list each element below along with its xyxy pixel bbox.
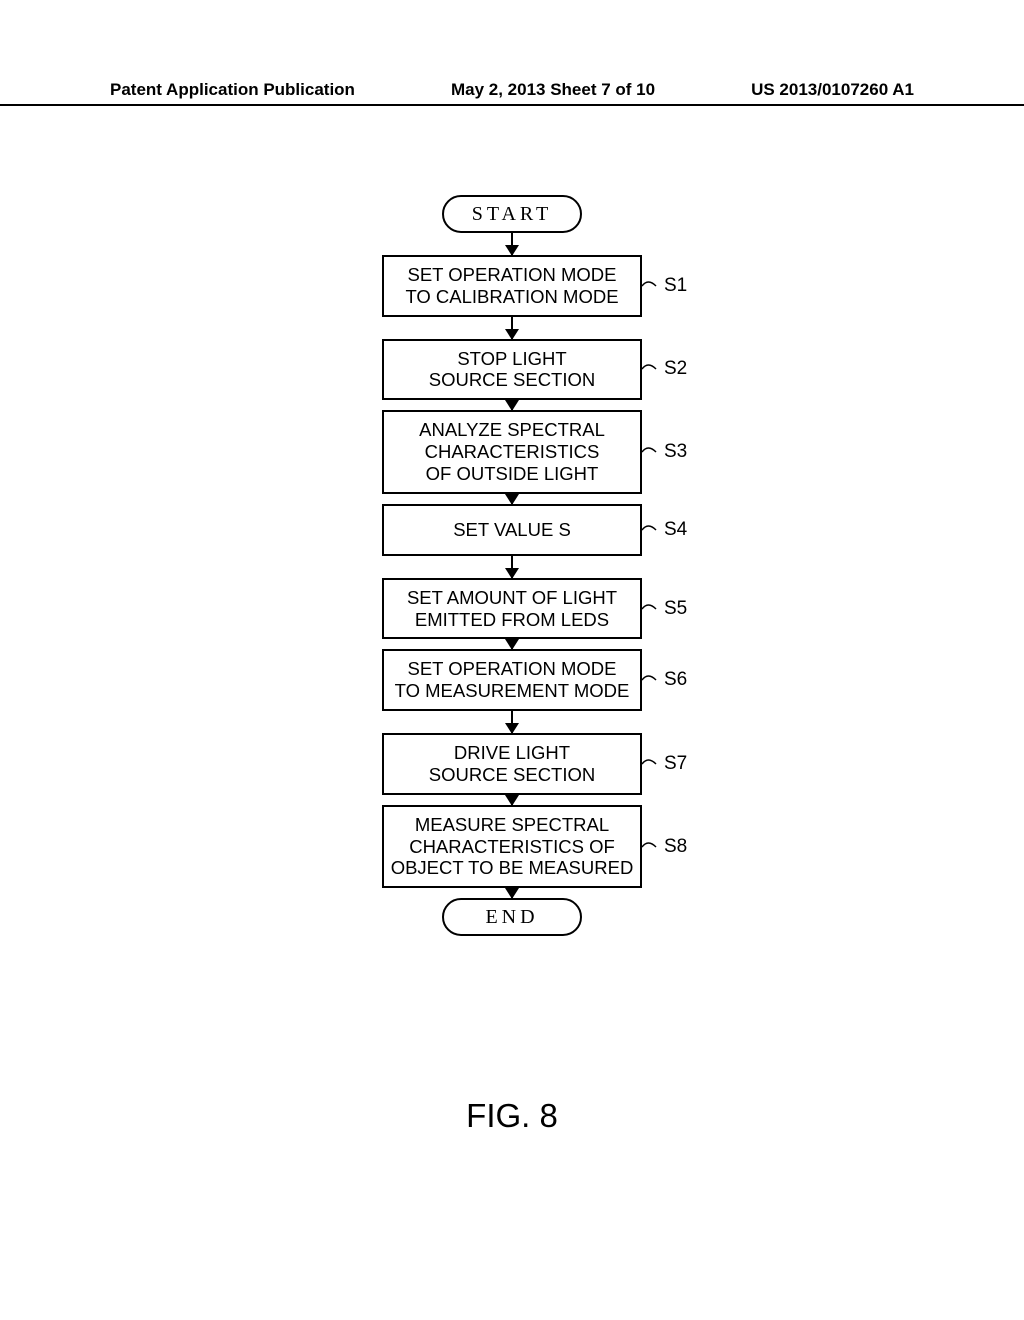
connector-line-icon (642, 674, 660, 686)
arrow-icon (511, 400, 513, 410)
step-s6-text: SET OPERATION MODETO MEASUREMENT MODE (395, 658, 630, 702)
step-s8-row: MEASURE SPECTRALCHARACTERISTICS OFOBJECT… (382, 805, 642, 888)
step-s8-label: S8 (664, 836, 687, 858)
step-s3-label: S3 (664, 441, 687, 463)
arrow-icon (511, 556, 513, 578)
header-right: US 2013/0107260 A1 (751, 80, 914, 100)
start-terminator: START (442, 195, 582, 233)
connector-line-icon (642, 841, 660, 853)
step-s2-row: STOP LIGHTSOURCE SECTION S2 (382, 339, 642, 401)
step-s8-text: MEASURE SPECTRALCHARACTERISTICS OFOBJECT… (391, 814, 634, 879)
step-s7-label: S7 (664, 753, 687, 775)
arrow-icon (511, 711, 513, 733)
step-s2-text: STOP LIGHTSOURCE SECTION (429, 348, 596, 392)
arrow-icon (511, 494, 513, 504)
step-s7-box: DRIVE LIGHTSOURCE SECTION (382, 733, 642, 795)
arrow-icon (511, 233, 513, 255)
end-terminator: END (442, 898, 582, 936)
step-s7-text: DRIVE LIGHTSOURCE SECTION (429, 742, 596, 786)
page-header: Patent Application Publication May 2, 20… (0, 80, 1024, 106)
step-s2-box: STOP LIGHTSOURCE SECTION (382, 339, 642, 401)
connector-line-icon (642, 280, 660, 292)
step-s8-box: MEASURE SPECTRALCHARACTERISTICS OFOBJECT… (382, 805, 642, 888)
step-s1-box: SET OPERATION MODETO CALIBRATION MODE (382, 255, 642, 317)
arrow-icon (511, 639, 513, 649)
flowchart: START SET OPERATION MODETO CALIBRATION M… (0, 195, 1024, 936)
step-s5-text: SET AMOUNT OF LIGHTEMITTED FROM LEDS (407, 587, 617, 631)
step-s5-row: SET AMOUNT OF LIGHTEMITTED FROM LEDS S5 (382, 578, 642, 640)
header-left: Patent Application Publication (110, 80, 355, 100)
step-s7-row: DRIVE LIGHTSOURCE SECTION S7 (382, 733, 642, 795)
step-s6-row: SET OPERATION MODETO MEASUREMENT MODE S6 (382, 649, 642, 711)
step-s4-row: SET VALUE S S4 (382, 504, 642, 556)
start-label: START (472, 203, 553, 226)
header-inner: Patent Application Publication May 2, 20… (0, 80, 1024, 100)
arrow-icon (511, 317, 513, 339)
connector-line-icon (642, 446, 660, 458)
end-label: END (485, 906, 538, 929)
step-s5-label: S5 (664, 598, 687, 620)
step-s2-label: S2 (664, 358, 687, 380)
step-s5-box: SET AMOUNT OF LIGHTEMITTED FROM LEDS (382, 578, 642, 640)
arrow-icon (511, 795, 513, 805)
connector-line-icon (642, 758, 660, 770)
connector-line-icon (642, 363, 660, 375)
step-s3-box: ANALYZE SPECTRALCHARACTERISTICSOF OUTSID… (382, 410, 642, 493)
connector-line-icon (642, 524, 660, 536)
step-s1-label: S1 (664, 275, 687, 297)
step-s6-box: SET OPERATION MODETO MEASUREMENT MODE (382, 649, 642, 711)
step-s4-text: SET VALUE S (453, 519, 571, 541)
step-s3-text: ANALYZE SPECTRALCHARACTERISTICSOF OUTSID… (419, 419, 605, 484)
step-s6-label: S6 (664, 669, 687, 691)
step-s4-label: S4 (664, 519, 687, 541)
step-s1-text: SET OPERATION MODETO CALIBRATION MODE (405, 264, 618, 308)
figure-caption: FIG. 8 (0, 1097, 1024, 1135)
step-s4-box: SET VALUE S (382, 504, 642, 556)
step-s3-row: ANALYZE SPECTRALCHARACTERISTICSOF OUTSID… (382, 410, 642, 493)
header-center: May 2, 2013 Sheet 7 of 10 (451, 80, 655, 100)
arrow-icon (511, 888, 513, 898)
step-s1-row: SET OPERATION MODETO CALIBRATION MODE S1 (382, 255, 642, 317)
connector-line-icon (642, 603, 660, 615)
